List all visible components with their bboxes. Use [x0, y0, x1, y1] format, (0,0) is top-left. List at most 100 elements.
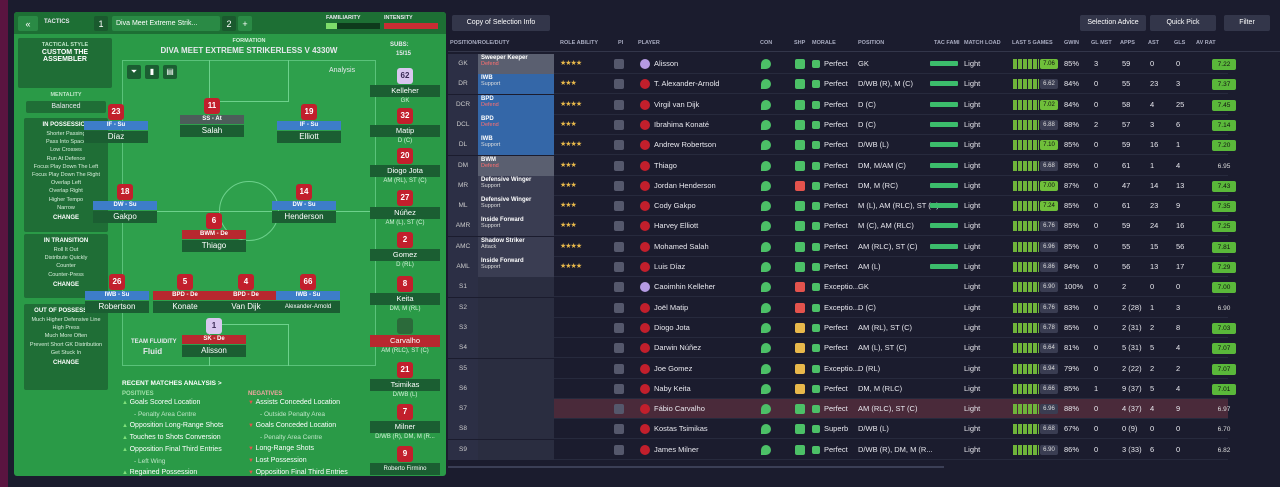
player-name[interactable]: Ibrahima Konaté — [654, 119, 710, 129]
position-cell[interactable]: S2 — [448, 297, 478, 318]
column-header[interactable]: ROLE ABILITY — [560, 40, 598, 46]
substitute-player[interactable]: 32 Matip D (C) — [370, 108, 440, 144]
role-duty-cell[interactable]: Defensive Winger Support — [478, 175, 554, 196]
table-row[interactable]: DR IWB Support ★★★ T. Alexander-Arnold Perfec… — [448, 74, 1236, 95]
player-instructions-icon[interactable] — [614, 140, 624, 151]
copy-selection-info-dropdown[interactable]: Copy of Selection Info — [452, 15, 550, 31]
player-instructions-icon[interactable] — [614, 322, 624, 333]
column-header[interactable]: PI — [618, 40, 624, 46]
pitch-player[interactable]: 6 BWM - De Thiago — [182, 213, 246, 252]
position-cell[interactable]: GK — [448, 54, 478, 74]
table-row[interactable]: S4 Darwin Núñez Perfect AM (L), ST (C) Light… — [448, 338, 1236, 359]
pitch-player[interactable]: 19 IF - Su Elliott — [277, 104, 341, 143]
position-cell[interactable]: ML — [448, 196, 478, 217]
table-row[interactable]: DL IWB Support ★★★★ Andrew Robertson Perfect D… — [448, 135, 1236, 156]
position-cell[interactable]: S7 — [448, 399, 478, 420]
player-instructions-icon[interactable] — [614, 201, 624, 212]
role-duty-cell[interactable]: IWB Support — [478, 74, 554, 95]
position-cell[interactable]: S3 — [448, 317, 478, 338]
player-role[interactable]: BPD - De — [153, 291, 217, 300]
table-row[interactable]: AMR Inside Forward Support ★★★ Harvey Elliot… — [448, 216, 1236, 237]
player-instructions-icon[interactable] — [614, 302, 624, 313]
role-duty-cell[interactable]: BPD Defend — [478, 114, 554, 135]
pitch-player[interactable]: 1 SK - De Alisson — [182, 318, 246, 357]
table-row[interactable]: MR Defensive Winger Support ★★★ Jordan Hende… — [448, 175, 1236, 196]
position-cell[interactable]: AML — [448, 257, 478, 277]
player-instructions-icon[interactable] — [614, 363, 624, 374]
pitch-player[interactable]: 66 IWB - Su Alexander-Arnold — [276, 274, 340, 313]
column-header[interactable]: GWIN — [1064, 40, 1079, 46]
substitute-player[interactable]: 20 Diogo Jota AM (RL), ST (C) — [370, 148, 440, 184]
position-cell[interactable]: S1 — [448, 277, 478, 298]
column-header[interactable]: APPS — [1120, 40, 1135, 46]
position-cell[interactable]: AMR — [448, 216, 478, 237]
column-header[interactable]: PLAYER — [638, 40, 660, 46]
player-instructions-icon[interactable] — [614, 404, 624, 415]
player-name[interactable]: Kostas Tsimikas — [654, 424, 708, 434]
column-header[interactable]: AST — [1148, 40, 1159, 46]
clipboard-icon[interactable]: ▤ — [163, 65, 177, 79]
player-name[interactable]: James Milner — [654, 444, 699, 454]
player-role[interactable]: IWB - Su — [276, 291, 340, 300]
player-name[interactable]: Cody Gakpo — [654, 201, 696, 211]
table-row[interactable]: S1 Caoimhin Kelleher Exceptio... GK Light 6.9… — [448, 277, 1236, 298]
table-row[interactable]: AML Inside Forward Support ★★★★ Luis Díaz Per… — [448, 257, 1236, 277]
mentality-dropdown[interactable]: Balanced — [26, 101, 106, 113]
position-cell[interactable]: S4 — [448, 338, 478, 359]
column-header[interactable]: CON — [760, 40, 773, 46]
table-row[interactable]: DM BWM Defend ★★★ Thiago Perfect DM, M/AM (C) L… — [448, 155, 1230, 176]
role-duty-cell[interactable]: BPD Defend — [478, 94, 554, 115]
tactic-name-dropdown[interactable]: Diva Meet Extreme Strik... — [112, 16, 220, 31]
table-row[interactable]: DCL BPD Defend ★★★ Ibrahima Konaté Perfect D (… — [448, 114, 1236, 135]
table-row[interactable]: DCR BPD Defend ★★★★ Virgil van Dijk Perfect D … — [448, 94, 1236, 115]
player-name[interactable]: T. Alexander-Arnold — [654, 79, 720, 89]
horizontal-scrollbar[interactable] — [448, 466, 944, 468]
position-cell[interactable]: DM — [448, 155, 478, 176]
player-role[interactable]: DW - Su — [93, 201, 157, 210]
analysis-toggle[interactable]: Analysis — [329, 67, 356, 74]
role-duty-cell[interactable]: Defensive Winger Support — [478, 196, 554, 217]
role-duty-cell[interactable] — [478, 338, 554, 359]
column-header[interactable]: GL MST — [1091, 40, 1112, 46]
formation-name[interactable]: DIVA MEET EXTREME STRIKERLESS V 4330W — [160, 46, 338, 55]
player-name[interactable]: Caoimhin Kelleher — [654, 282, 716, 292]
role-duty-cell[interactable]: Shadow Striker Attack — [478, 236, 554, 257]
player-instructions-icon[interactable] — [614, 221, 624, 232]
player-instructions-icon[interactable] — [614, 343, 624, 354]
position-cell[interactable]: DCL — [448, 114, 478, 135]
in-possession-change-button[interactable]: CHANGE — [52, 215, 79, 222]
player-name[interactable]: Andrew Robertson — [654, 140, 717, 150]
player-role[interactable]: SK - De — [182, 335, 246, 344]
substitute-player[interactable]: 2 Gomez D (RL) — [370, 232, 440, 268]
position-cell[interactable]: S5 — [448, 358, 478, 379]
table-row[interactable]: S3 Diogo Jota Perfect AM (RL), ST (C) Light 6… — [448, 317, 1236, 338]
player-role[interactable]: IWB - Su — [85, 291, 149, 300]
player-name[interactable]: Diogo Jota — [654, 322, 690, 332]
role-duty-cell[interactable]: Inside Forward Support — [478, 216, 554, 237]
substitute-player[interactable]: 8 Keita DM, M (RL) — [370, 276, 440, 312]
in-transition-change-button[interactable]: CHANGE — [52, 281, 79, 288]
position-cell[interactable]: DR — [448, 74, 478, 95]
role-duty-cell[interactable]: IWB Support — [478, 135, 554, 156]
player-instructions-icon[interactable] — [614, 119, 624, 130]
role-duty-cell[interactable] — [478, 378, 554, 399]
player-name[interactable]: Harvey Elliott — [654, 221, 699, 231]
tactical-style-box[interactable]: TACTICAL STYLE CUSTOM THE ASSEMBLER — [18, 38, 112, 88]
player-name[interactable]: Joe Gomez — [654, 363, 693, 373]
tactic-slot-2[interactable]: 2 — [222, 16, 236, 31]
player-instructions-icon[interactable] — [614, 282, 624, 293]
tactic-slot-1[interactable]: 1 — [94, 16, 108, 31]
player-instructions-icon[interactable] — [614, 59, 624, 69]
table-row[interactable]: S6 Naby Keita Perfect DM, M (RLC) Light 6.66 8… — [448, 378, 1236, 399]
player-role[interactable]: IF - Su — [277, 121, 341, 130]
column-header[interactable]: POSITION — [858, 40, 885, 46]
table-row[interactable]: S2 Joël Matip Exceptio... D (C) Light 6.76 83%… — [448, 297, 1230, 318]
player-name[interactable]: Luis Díaz — [654, 262, 686, 271]
stats-icon[interactable]: ▮ — [145, 65, 159, 79]
table-row[interactable]: S7 Fábio Carvalho Perfect AM (RLC), ST (C) L… — [448, 399, 1230, 420]
substitute-player[interactable]: Carvalho AM (RLC), ST (C) — [370, 318, 440, 354]
role-duty-cell[interactable] — [478, 297, 554, 318]
player-name[interactable]: Mohamed Salah — [654, 241, 709, 251]
column-header[interactable]: MATCH LOAD — [964, 40, 1001, 46]
role-duty-cell[interactable]: Inside Forward Support — [478, 257, 554, 277]
